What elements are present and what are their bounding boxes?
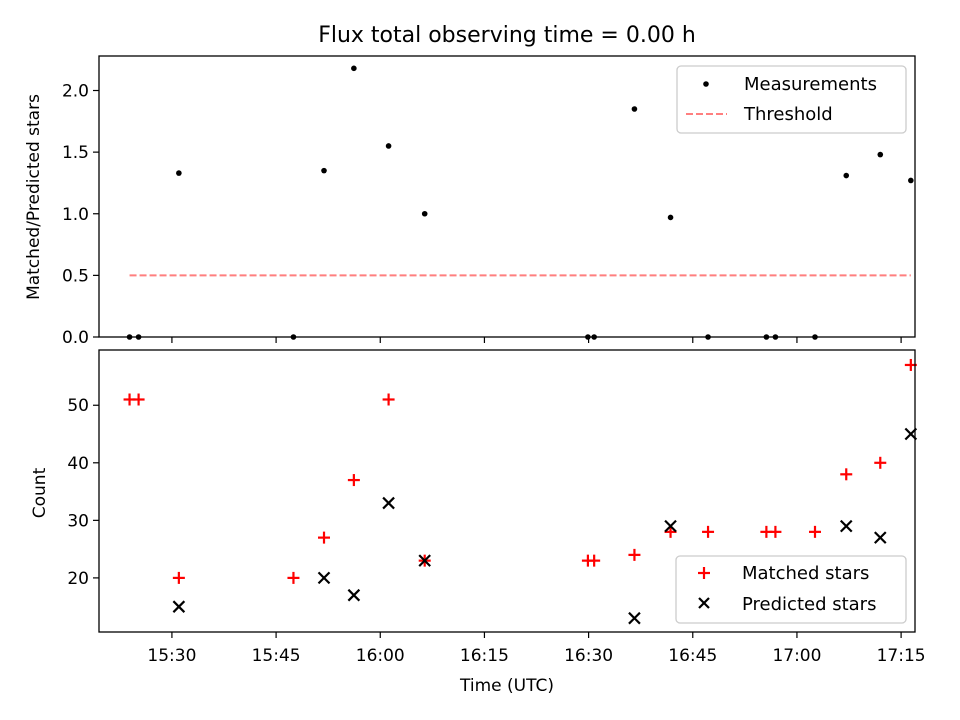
time-x-tick-label: 16:30 bbox=[564, 646, 613, 666]
measurement-point bbox=[321, 167, 327, 174]
count-legend-box bbox=[675, 555, 907, 624]
count-y-ticks: 20 30 40 50 bbox=[67, 396, 99, 589]
legend-threshold-label: Threshold bbox=[743, 104, 833, 125]
time-x-axis-label: Time (UTC) bbox=[459, 676, 554, 696]
measurement-point bbox=[908, 177, 914, 184]
ratio-y-ticks: 0.0 0.5 1.0 1.5 2.0 bbox=[62, 82, 99, 348]
predicted-star-point bbox=[873, 531, 887, 544]
measurement-point bbox=[877, 151, 884, 158]
measurement-point bbox=[176, 170, 182, 176]
ratio-legend-box bbox=[676, 65, 907, 134]
ratio-y-axis-label: Matched/Predicted stars bbox=[24, 94, 44, 300]
predicted-star-point bbox=[172, 600, 186, 613]
measurement-point bbox=[631, 106, 638, 112]
time-x-tick-label: 15:45 bbox=[252, 646, 301, 666]
ratio-y-tick-label: 0.5 bbox=[62, 266, 89, 286]
ratio-marks bbox=[126, 65, 914, 340]
count-y-tick-label: 40 bbox=[67, 454, 89, 474]
measurement-point bbox=[421, 210, 428, 217]
predicted-star-point bbox=[664, 519, 677, 533]
count-marks bbox=[123, 358, 918, 625]
measurement-point bbox=[667, 214, 674, 221]
measurement-point bbox=[351, 65, 357, 72]
legend-predicted-marker bbox=[698, 597, 710, 609]
predicted-star-point bbox=[628, 611, 641, 625]
count-y-axis-label: Count bbox=[30, 467, 50, 518]
ratio-axes-frame bbox=[98, 55, 916, 338]
matched-star-point bbox=[382, 393, 395, 406]
time-x-tick-label: 15:30 bbox=[147, 646, 196, 666]
count-panel: Count Time (UTC) 20 30 40 50 15:30 15:45 16:0… bbox=[30, 349, 926, 696]
matched-star-point bbox=[172, 571, 185, 584]
count-y-tick-label: 20 bbox=[67, 569, 89, 589]
time-x-tick-label: 16:45 bbox=[668, 646, 717, 666]
matched-star-point bbox=[132, 393, 145, 406]
ratio-panel: Flux total observing time = 0.00 h Match… bbox=[24, 23, 916, 348]
ratio-legend: Measurements Threshold bbox=[676, 65, 907, 134]
ratio-y-tick-label: 2.0 bbox=[62, 82, 89, 102]
predicted-star-point bbox=[382, 496, 395, 510]
count-y-tick-label: 50 bbox=[67, 396, 89, 416]
predicted-star-point bbox=[317, 571, 331, 585]
legend-predicted-label: Predicted stars bbox=[742, 594, 876, 615]
measurement-point bbox=[843, 172, 850, 179]
time-x-tick-label: 16:15 bbox=[460, 646, 509, 666]
legend-matched-label: Matched stars bbox=[742, 563, 869, 584]
time-x-tick-label: 17:00 bbox=[772, 646, 821, 666]
matched-star-point bbox=[588, 554, 601, 567]
predicted-star-point bbox=[418, 554, 431, 567]
predicted-star-point bbox=[347, 588, 361, 602]
legend-matched-marker bbox=[698, 567, 710, 579]
count-legend: Matched stars Predicted stars bbox=[675, 555, 907, 624]
measurement-point bbox=[385, 143, 392, 149]
matched-star-point bbox=[287, 571, 300, 584]
time-x-tick-label: 16:00 bbox=[356, 646, 405, 666]
matched-star-point bbox=[347, 474, 360, 487]
count-y-tick-label: 30 bbox=[67, 511, 89, 531]
time-x-tick-label: 17:15 bbox=[877, 646, 926, 666]
matched-star-point bbox=[318, 531, 331, 544]
matched-star-point bbox=[769, 525, 782, 538]
count-axes-frame bbox=[98, 349, 916, 633]
count-x-ticks: 15:30 15:45 16:00 16:15 16:30 16:45 17:00 17:15 bbox=[147, 632, 926, 666]
matched-star-point bbox=[664, 525, 677, 538]
ratio-x-ticks bbox=[171, 337, 902, 343]
matched-star-point bbox=[840, 468, 853, 481]
matched-star-point bbox=[874, 456, 887, 469]
legend-measurements-marker bbox=[703, 81, 709, 87]
matched-star-point bbox=[702, 525, 715, 538]
ratio-y-tick-label: 0.0 bbox=[62, 328, 89, 348]
ratio-chart-title: Flux total observing time = 0.00 h bbox=[318, 23, 696, 48]
legend-measurements-label: Measurements bbox=[744, 74, 877, 95]
predicted-star-point bbox=[839, 519, 853, 533]
ratio-y-tick-label: 1.5 bbox=[62, 143, 89, 163]
matched-star-point bbox=[808, 525, 821, 538]
matched-star-point bbox=[628, 548, 641, 561]
ratio-y-tick-label: 1.0 bbox=[62, 205, 89, 225]
